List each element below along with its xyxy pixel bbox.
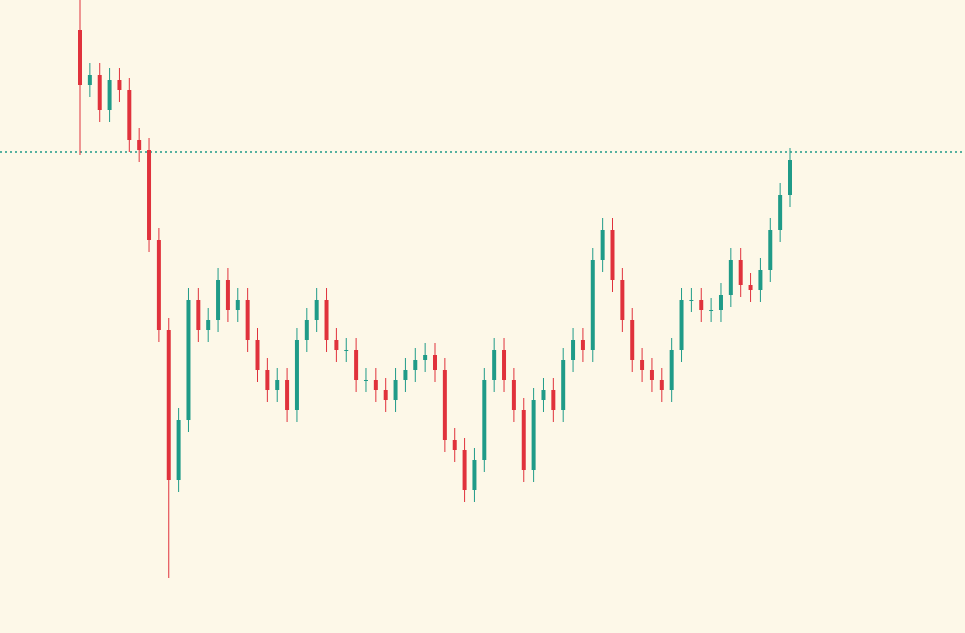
- candle-body: [778, 195, 783, 230]
- candle-body: [521, 410, 526, 470]
- candle-body: [363, 380, 368, 381]
- candle-body: [462, 450, 467, 490]
- candle-body: [186, 300, 191, 420]
- candle-body: [87, 75, 92, 85]
- candle-body: [689, 300, 694, 301]
- candle-body: [502, 350, 507, 380]
- candle-body: [265, 370, 270, 390]
- candle-body: [492, 350, 497, 380]
- candle-body: [196, 300, 201, 330]
- candle-body: [669, 350, 674, 390]
- candle-body: [580, 340, 585, 350]
- candle-body: [275, 380, 280, 390]
- candle-body: [442, 370, 447, 440]
- candle-body: [78, 30, 82, 85]
- candle-body: [788, 160, 792, 195]
- candle-body: [748, 285, 753, 290]
- candle-body: [511, 380, 516, 410]
- candle-body: [304, 320, 309, 340]
- candle-body: [216, 280, 221, 320]
- candle-body: [156, 240, 161, 330]
- candle-body: [137, 140, 142, 150]
- candle-body: [452, 440, 457, 450]
- candle-body: [107, 80, 112, 110]
- candle-body: [423, 355, 428, 360]
- candle-body: [245, 300, 250, 340]
- candle-body: [433, 355, 437, 370]
- candle-body: [659, 380, 664, 390]
- candle-body: [127, 90, 132, 140]
- candle-body: [206, 320, 211, 330]
- candle-body: [166, 330, 171, 480]
- candle-body: [482, 380, 487, 460]
- candle-body: [334, 340, 339, 350]
- candle-body: [620, 280, 625, 320]
- candle-body: [324, 300, 329, 340]
- candle-body: [649, 370, 654, 380]
- candle-body: [640, 360, 645, 370]
- candle-body: [147, 150, 152, 240]
- candle-body: [531, 400, 536, 470]
- candle-body: [472, 460, 477, 490]
- candle-body: [235, 300, 240, 310]
- candle-body: [768, 230, 773, 270]
- candle-body: [728, 260, 733, 295]
- candle-body: [571, 340, 576, 360]
- candle-body: [630, 320, 635, 360]
- candle-body: [117, 80, 122, 90]
- candle-body: [709, 310, 714, 311]
- candle-body: [551, 390, 556, 410]
- candle-body: [373, 380, 378, 390]
- candle-body: [590, 260, 595, 350]
- candle-body: [225, 280, 230, 310]
- candle-body: [758, 270, 763, 290]
- candle-body: [718, 295, 723, 310]
- candle-body: [699, 300, 704, 310]
- candle-body: [541, 390, 546, 400]
- candle-body: [285, 380, 290, 410]
- candle-body: [738, 260, 743, 285]
- candle-body: [383, 390, 388, 400]
- candle-body: [344, 350, 349, 351]
- candle-body: [679, 300, 684, 350]
- candle-body: [354, 350, 359, 380]
- candle-body: [561, 360, 566, 410]
- candle-body: [393, 380, 398, 400]
- candle-body: [413, 360, 418, 370]
- candle-body: [600, 230, 605, 260]
- candle-body: [610, 230, 615, 280]
- candle-body: [314, 300, 319, 320]
- candle-body: [294, 340, 299, 410]
- candle-body: [255, 340, 260, 370]
- candle-body: [97, 75, 102, 110]
- candle-body: [176, 420, 181, 480]
- candle-body: [403, 370, 408, 380]
